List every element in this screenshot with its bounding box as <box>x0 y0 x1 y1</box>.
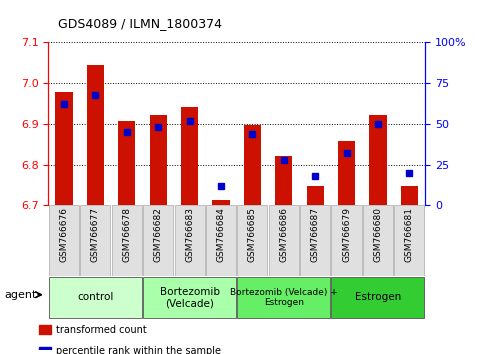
Text: control: control <box>77 292 114 302</box>
Bar <box>39 325 51 334</box>
Text: Bortezomib (Velcade) +
Estrogen: Bortezomib (Velcade) + Estrogen <box>230 288 338 307</box>
FancyBboxPatch shape <box>206 205 236 276</box>
Text: agent: agent <box>5 290 37 300</box>
Text: Bortezomib
(Velcade): Bortezomib (Velcade) <box>159 286 220 308</box>
Bar <box>369 115 386 205</box>
Text: GSM766677: GSM766677 <box>91 207 100 262</box>
Bar <box>401 186 418 205</box>
Bar <box>56 92 72 205</box>
FancyBboxPatch shape <box>143 205 173 276</box>
Text: GSM766681: GSM766681 <box>405 207 414 262</box>
Text: GDS4089 / ILMN_1800374: GDS4089 / ILMN_1800374 <box>58 17 222 30</box>
Bar <box>338 141 355 205</box>
FancyBboxPatch shape <box>237 277 330 318</box>
FancyBboxPatch shape <box>80 205 111 276</box>
Bar <box>307 186 324 205</box>
FancyBboxPatch shape <box>394 205 425 276</box>
Text: percentile rank within the sample: percentile rank within the sample <box>56 346 221 354</box>
Text: GSM766684: GSM766684 <box>216 207 226 262</box>
Bar <box>118 121 135 205</box>
Bar <box>87 65 104 205</box>
FancyBboxPatch shape <box>300 205 330 276</box>
Text: Estrogen: Estrogen <box>355 292 401 302</box>
Text: GSM766687: GSM766687 <box>311 207 320 262</box>
Bar <box>244 125 261 205</box>
Bar <box>39 347 51 354</box>
Bar <box>275 156 292 205</box>
Text: transformed count: transformed count <box>56 325 146 335</box>
FancyBboxPatch shape <box>237 205 268 276</box>
Bar <box>181 107 198 205</box>
FancyBboxPatch shape <box>331 205 362 276</box>
FancyBboxPatch shape <box>49 205 79 276</box>
FancyBboxPatch shape <box>174 205 205 276</box>
Text: GSM766676: GSM766676 <box>59 207 69 262</box>
Text: GSM766685: GSM766685 <box>248 207 257 262</box>
FancyBboxPatch shape <box>269 205 299 276</box>
Text: GSM766682: GSM766682 <box>154 207 163 262</box>
Text: GSM766680: GSM766680 <box>373 207 383 262</box>
Text: GSM766683: GSM766683 <box>185 207 194 262</box>
FancyBboxPatch shape <box>112 205 142 276</box>
Bar <box>150 115 167 205</box>
Text: GSM766686: GSM766686 <box>279 207 288 262</box>
Text: GSM766679: GSM766679 <box>342 207 351 262</box>
FancyBboxPatch shape <box>143 277 236 318</box>
FancyBboxPatch shape <box>363 205 393 276</box>
FancyBboxPatch shape <box>331 277 425 318</box>
Bar <box>213 200 229 205</box>
Text: GSM766678: GSM766678 <box>122 207 131 262</box>
FancyBboxPatch shape <box>49 277 142 318</box>
